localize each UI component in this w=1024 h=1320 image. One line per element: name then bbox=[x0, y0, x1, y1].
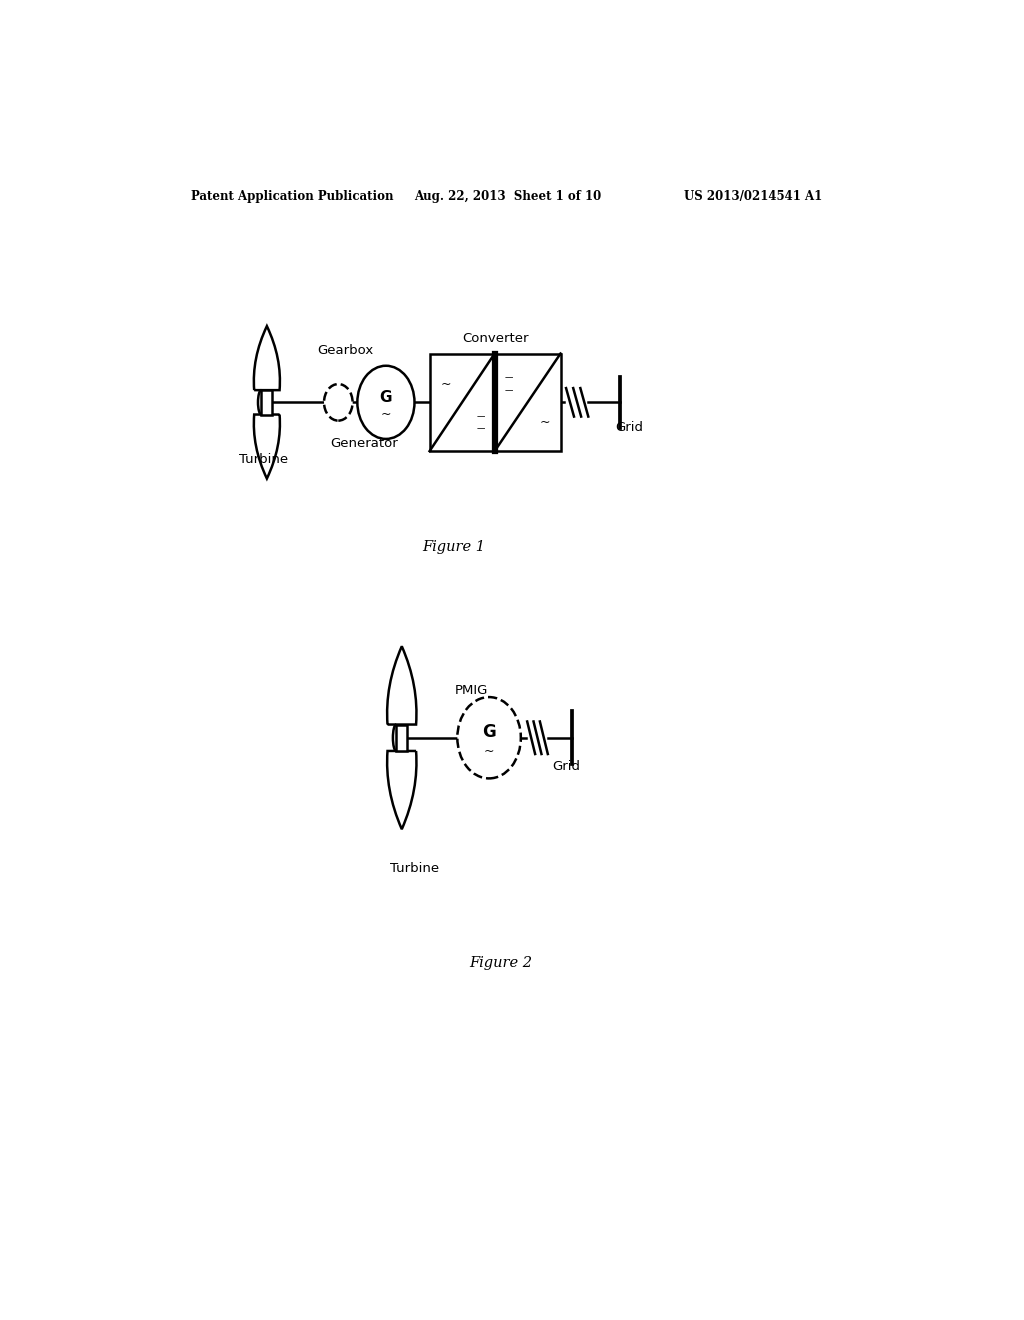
Text: ~: ~ bbox=[440, 378, 451, 391]
Bar bbox=[495, 354, 560, 451]
Text: ~: ~ bbox=[381, 408, 391, 421]
Text: ~: ~ bbox=[540, 416, 550, 429]
Bar bbox=[261, 391, 272, 414]
Circle shape bbox=[357, 366, 415, 440]
Text: Figure 2: Figure 2 bbox=[469, 956, 532, 970]
Text: Turbine: Turbine bbox=[390, 862, 439, 875]
Circle shape bbox=[458, 697, 521, 779]
Text: Generator: Generator bbox=[331, 437, 398, 450]
Text: Turbine: Turbine bbox=[240, 453, 288, 466]
Circle shape bbox=[324, 384, 352, 421]
Bar bbox=[430, 354, 495, 451]
Text: —
—: — — bbox=[505, 374, 513, 395]
PathPatch shape bbox=[254, 326, 280, 391]
Bar bbox=[396, 725, 408, 751]
Text: G: G bbox=[482, 722, 496, 741]
Text: Aug. 22, 2013  Sheet 1 of 10: Aug. 22, 2013 Sheet 1 of 10 bbox=[414, 190, 601, 203]
Text: PMIG: PMIG bbox=[455, 684, 488, 697]
Text: Figure 1: Figure 1 bbox=[422, 540, 485, 553]
Text: —
—: — — bbox=[476, 412, 484, 433]
Text: Grid: Grid bbox=[615, 421, 643, 434]
Text: Grid: Grid bbox=[553, 760, 581, 774]
Text: Converter: Converter bbox=[462, 333, 528, 346]
PathPatch shape bbox=[387, 751, 417, 829]
PathPatch shape bbox=[254, 414, 280, 479]
Text: ~: ~ bbox=[483, 744, 495, 758]
Text: US 2013/0214541 A1: US 2013/0214541 A1 bbox=[684, 190, 822, 203]
PathPatch shape bbox=[387, 647, 417, 725]
Text: G: G bbox=[380, 389, 392, 405]
Text: Patent Application Publication: Patent Application Publication bbox=[191, 190, 394, 203]
Text: Gearbox: Gearbox bbox=[316, 343, 373, 356]
